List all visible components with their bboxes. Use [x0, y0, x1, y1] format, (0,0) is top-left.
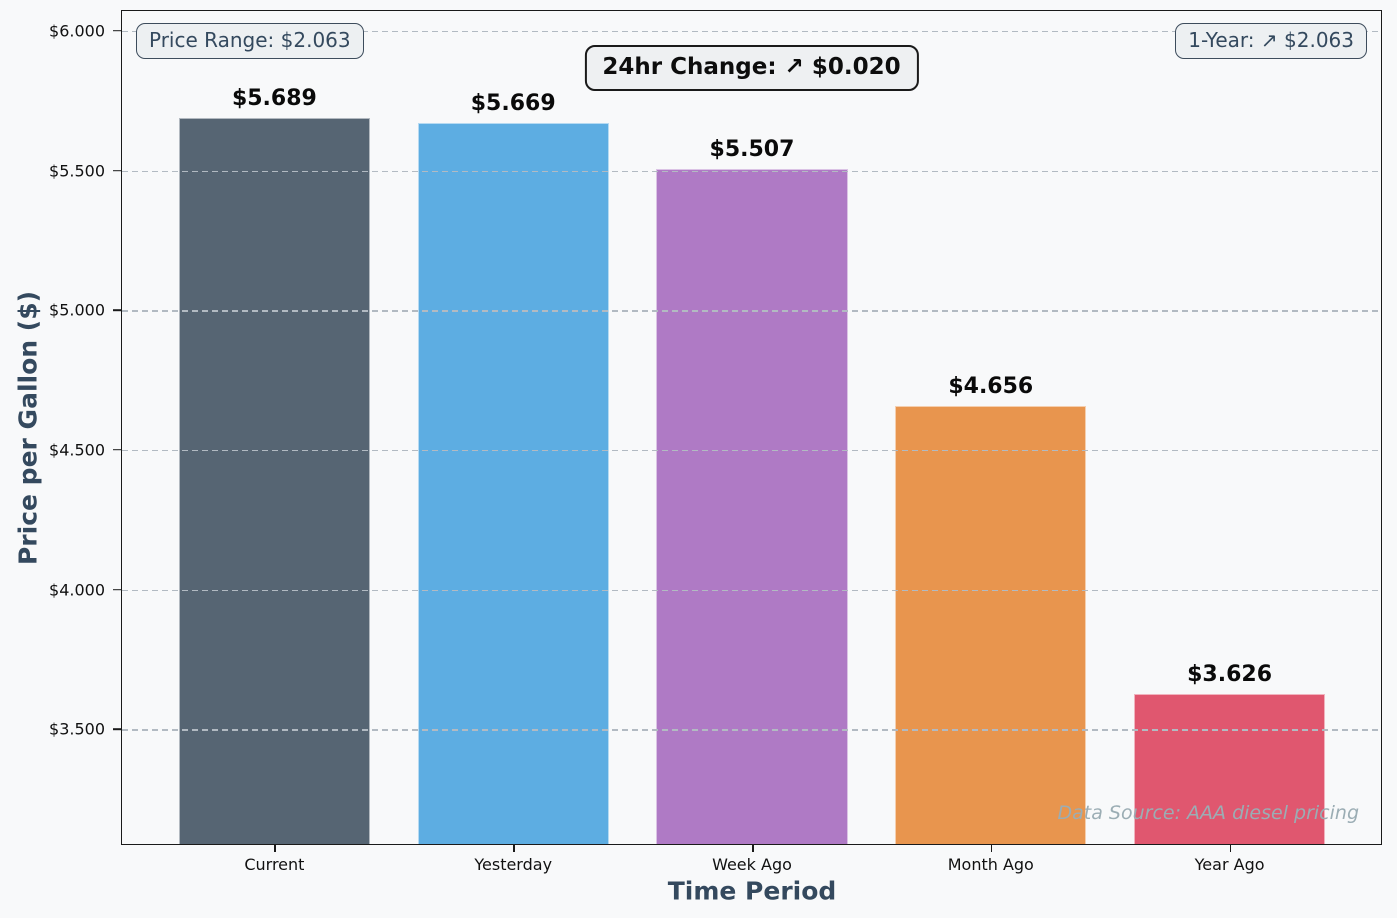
x-tick-mark — [751, 844, 754, 852]
bar-slot: $5.669 Yesterday — [394, 11, 633, 874]
x-tick-mark — [513, 844, 515, 852]
x-tick-label: Year Ago — [1194, 855, 1265, 874]
bar-value-label: $5.669 — [470, 91, 556, 117]
x-tick-label: Month Ago — [947, 855, 1034, 874]
x-tick-mark — [1229, 844, 1232, 852]
bar-value-label: $5.689 — [231, 85, 317, 111]
bar-year-ago — [1134, 694, 1326, 844]
data-source-note: Data Source: AAA diesel pricing — [1057, 802, 1359, 824]
y-tick-mark — [113, 728, 122, 730]
one-year-badge: 1-Year: ↗ $2.063 — [1175, 23, 1367, 59]
bars-layer: $5.689 Current $5.669 Yesterday $5.507 Week A… — [155, 11, 1349, 874]
chart-title-badge: 24hr Change: ↗ $0.020 — [584, 45, 919, 91]
price-range-badge: Price Range: $2.063 — [136, 23, 364, 59]
y-tick-label: $4.000 — [49, 580, 105, 600]
y-tick-label: $4.500 — [49, 440, 105, 460]
x-axis-title: Time Period — [667, 876, 837, 906]
bar-yesterday — [417, 123, 609, 844]
x-tick-mark — [990, 844, 993, 852]
bar-slot: $3.626 Year Ago — [1110, 11, 1349, 874]
bar-current — [178, 117, 370, 844]
x-tick-label: Yesterday — [474, 855, 553, 874]
x-tick-label: Current — [244, 855, 305, 874]
y-axis-title: Price per Gallon ($) — [13, 290, 43, 566]
x-tick-mark — [274, 844, 276, 852]
y-tick-label: $5.500 — [49, 161, 105, 180]
bar-week-ago — [656, 168, 848, 844]
bar-slot: $4.656 Month Ago — [871, 11, 1110, 874]
plot-area: $5.689 Current $5.669 Yesterday $5.507 Week A… — [49, 10, 1382, 874]
y-tick-label: $5.000 — [49, 300, 105, 320]
y-tick-mark — [113, 169, 122, 172]
bar-slot: $5.507 Week Ago — [633, 11, 872, 874]
bar-month-ago — [895, 406, 1087, 844]
bar-value-label: $4.656 — [948, 374, 1034, 400]
bar-slot: $5.689 Current — [155, 11, 394, 874]
y-tick-mark — [113, 449, 122, 451]
y-tick-mark — [113, 588, 122, 591]
bar-value-label: $5.507 — [709, 136, 795, 162]
x-tick-label: Week Ago — [712, 855, 792, 874]
y-tick-mark — [113, 309, 122, 311]
y-tick-label: $6.000 — [49, 21, 105, 41]
y-tick-label: $3.500 — [49, 719, 105, 739]
y-tick-mark — [113, 30, 122, 32]
bar-value-label: $3.626 — [1187, 662, 1273, 687]
